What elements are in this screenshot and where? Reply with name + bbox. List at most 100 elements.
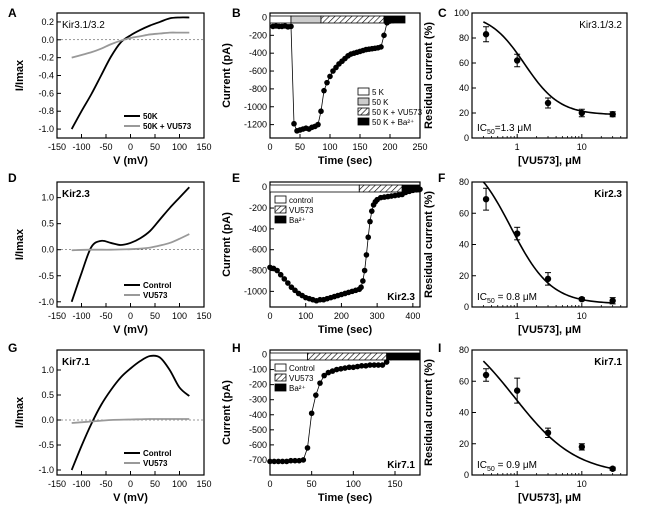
condition-bar-segment [269, 352, 308, 361]
y-tick-label: -0.5 [38, 271, 54, 281]
x-axis-label: [VU573], μM [518, 324, 581, 336]
y-tick-label: -0.2 [38, 53, 54, 63]
data-point [367, 218, 373, 225]
data-point [283, 458, 290, 465]
legend-label: Control [143, 281, 171, 290]
panel-letter: G [8, 341, 17, 355]
y-tick-label: 0.2 [41, 17, 54, 27]
data-point [379, 362, 386, 368]
y-tick-label: -400 [249, 48, 267, 58]
y-tick-label: 80 [459, 33, 469, 43]
y-axis-label: Current (pA) [221, 380, 233, 445]
x-axis-label: V (mV) [113, 155, 148, 167]
y-tick-label: 0 [262, 12, 267, 22]
y-tick-label: -700 [249, 455, 267, 465]
data-point [544, 99, 552, 107]
y-tick-label: 0 [464, 133, 469, 143]
data-point [368, 208, 375, 214]
data-point [363, 252, 370, 258]
y-tick-label: -500 [249, 425, 267, 435]
y-tick-label: -0.4 [38, 71, 54, 81]
data-point [358, 284, 364, 291]
x-tick-label: -100 [72, 311, 90, 321]
y-axis-label: Residual current (%) [423, 359, 435, 466]
x-tick-label: 50 [150, 479, 160, 489]
data-point [300, 457, 307, 463]
data-point [342, 365, 348, 371]
legend-swatch [357, 107, 370, 116]
fit-curve [483, 21, 615, 116]
data-point [363, 363, 369, 369]
legend-swatch [357, 117, 370, 126]
series-line [70, 186, 190, 303]
axes-frame [56, 181, 205, 308]
panel-g: G -150 -100 -50 0 50 100 150 -1.0 -0.5 0.0 0.5 1.0 V … [8, 341, 212, 504]
x-tick-label: -50 [99, 142, 112, 152]
y-axis-label: I/Imax [14, 396, 26, 428]
x-tick-label: 10 [577, 479, 587, 489]
y-tick-label: -300 [249, 395, 267, 405]
y-tick-label: 0 [262, 350, 267, 360]
panel-annotation: Kir3.1/3.2 [579, 20, 622, 31]
x-tick-label: 300 [370, 311, 385, 321]
data-point [288, 23, 294, 30]
x-tick-label: 0 [267, 479, 272, 489]
data-point [267, 458, 273, 465]
data-point [404, 353, 411, 360]
condition-bar-segment [290, 15, 322, 24]
y-tick-label: 60 [459, 58, 469, 68]
y-tick-label: -0.5 [38, 440, 54, 450]
data-point [513, 57, 521, 64]
data-point [358, 363, 365, 369]
data-point [383, 359, 390, 365]
x-tick-label: -150 [48, 142, 66, 152]
ic50-label: IC50=1.3 μM [477, 123, 531, 136]
data-point [291, 120, 297, 127]
data-point [338, 366, 344, 372]
condition-bar-segment [358, 184, 403, 193]
x-tick-label: 50 [150, 142, 160, 152]
data-point [396, 353, 402, 360]
x-tick-label: 0 [267, 142, 272, 152]
x-tick-label: 1 [515, 142, 520, 152]
x-tick-label: 1 [515, 311, 520, 321]
panel-i: I 1 10 0 20 40 60 80 [VU573], μM Residual current… [423, 341, 628, 504]
x-tick-label: 150 [196, 311, 211, 321]
data-point [304, 445, 311, 451]
data-point [327, 73, 333, 80]
y-tick-label: -1200 [244, 120, 267, 130]
x-axis-label: Time (sec) [318, 324, 373, 336]
panel-a: A -150 -100 -50 0 50 100 150 -1.0 -0.8 -0.6 -0.4 -0.… [8, 6, 212, 167]
axes-frame [269, 181, 421, 308]
data-point [513, 387, 521, 394]
legend-label: 50 K + Ba²⁺ [372, 118, 414, 127]
panel-letter: A [8, 6, 17, 20]
panel-annotation: Kir2.3 [594, 189, 622, 200]
panel-b: B 0 50 100 150 200 250 0 -200 -400 -600 -800 -1000 -1… [221, 6, 428, 167]
y-tick-label: 20 [459, 271, 469, 281]
y-tick-label: -1.0 [38, 297, 54, 307]
panel-letter: I [438, 341, 441, 355]
legend-swatch [357, 97, 370, 106]
y-tick-label: -1.0 [38, 465, 54, 475]
data-point [279, 458, 286, 465]
x-tick-label: 400 [405, 311, 420, 321]
data-point [274, 267, 280, 274]
y-tick-label: -200 [249, 380, 267, 390]
panel-letter: B [232, 6, 241, 20]
data-point [400, 353, 407, 360]
y-tick-label: -0.8 [38, 106, 54, 116]
y-tick-label: -600 [249, 245, 267, 255]
data-point [482, 31, 490, 38]
y-tick-label: 80 [459, 177, 469, 187]
legend-label: VU573 [289, 206, 314, 215]
ic50-label: IC50 = 0.8 μM [477, 292, 537, 305]
y-tick-label: -800 [249, 84, 267, 94]
legend-swatch [274, 383, 287, 392]
data-point [361, 267, 368, 274]
y-tick-label: 0 [464, 302, 469, 312]
legend-swatch [274, 363, 287, 372]
y-tick-label: 60 [459, 376, 469, 386]
panel-annotation: Kir7.1 [387, 460, 415, 471]
